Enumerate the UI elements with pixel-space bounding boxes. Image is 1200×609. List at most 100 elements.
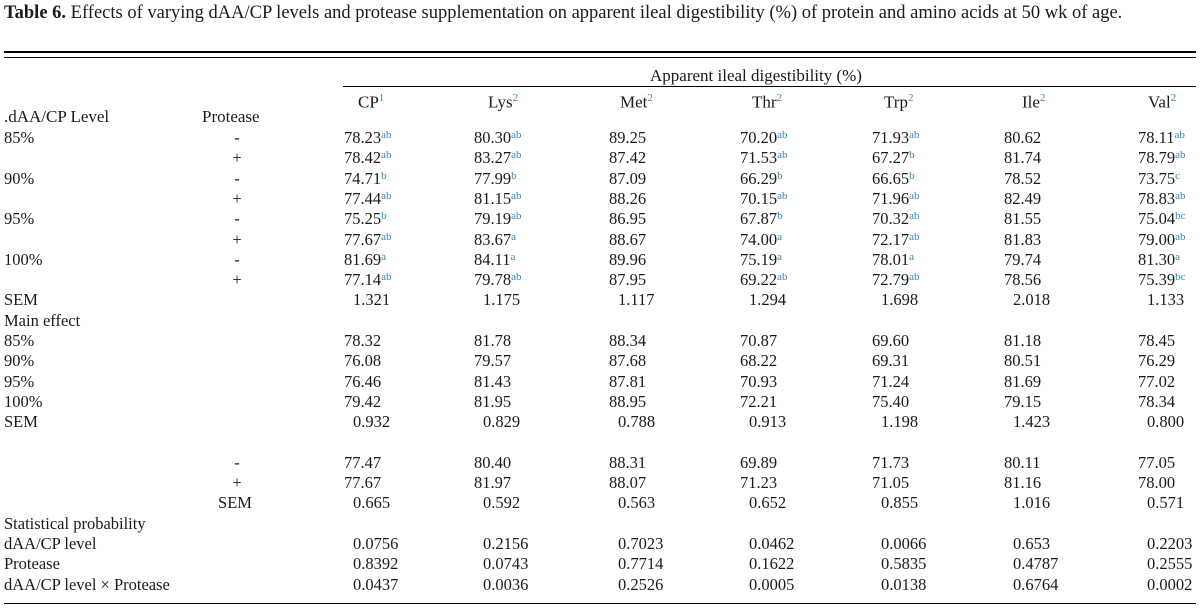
value-number: 88.31 xyxy=(609,452,647,472)
column-header-name: CP xyxy=(358,92,379,112)
value-number: 89.25 xyxy=(609,128,647,147)
value-number: 70.87 xyxy=(740,331,778,350)
significance-letter: ab xyxy=(1174,129,1185,141)
value-cell-trp: 69.60 xyxy=(872,331,909,351)
value-number: 0.1622 xyxy=(749,554,795,574)
value-number: 87.42 xyxy=(609,148,647,168)
value-number: 0.0005 xyxy=(749,574,795,594)
row-label: Main effect xyxy=(4,310,81,330)
value-cell-lys: 79.57 xyxy=(474,351,511,371)
value-cell-lys: 0.0036 xyxy=(474,575,528,595)
value-cell-cp: 78.42ab xyxy=(344,148,392,168)
significance-letter: ab xyxy=(909,129,920,141)
row-label: Statistical probability xyxy=(4,513,146,533)
value-cell-cp: 77.44ab xyxy=(344,189,392,209)
value-number: 1.175 xyxy=(483,290,521,310)
significance-letter: a xyxy=(909,250,915,263)
value-cell-lys: 81.97 xyxy=(474,473,511,493)
significance-letter: b xyxy=(381,169,387,182)
value-number: 0.0066 xyxy=(881,534,927,553)
value-number: 76.29 xyxy=(1138,351,1176,371)
value-cell-val: 75.39bc xyxy=(1138,270,1186,290)
value-cell-thr: 0.1622 xyxy=(740,554,794,574)
significance-letter: b xyxy=(381,210,387,223)
table-row: 85% -78.23ab 80.30ab 89.25 70.20ab 71.93ab 80.… xyxy=(0,128,1200,148)
value-cell-ile: 81.74 xyxy=(1004,148,1041,168)
value-cell-met: 89.25 xyxy=(609,128,646,148)
value-cell-lys: 79.19ab xyxy=(474,209,522,229)
value-number: 79.00 xyxy=(1138,229,1176,249)
value-number: 77.67 xyxy=(344,473,382,493)
value-cell-thr: 0.0462 xyxy=(740,534,794,554)
significance-letter: ab xyxy=(381,129,392,141)
value-cell-lys: 81.78 xyxy=(474,331,511,351)
value-number: 0.653 xyxy=(1013,534,1051,553)
value-number: 66.29 xyxy=(740,168,778,188)
value-number: 87.09 xyxy=(609,168,647,188)
value-cell-met: 0.7714 xyxy=(609,554,663,574)
value-number: 87.81 xyxy=(609,371,647,391)
significance-letter: b xyxy=(777,169,783,182)
value-number: 0.7023 xyxy=(618,534,664,553)
table-row: +78.42ab 83.27ab 87.42 71.53ab 67.27b 81.74 78… xyxy=(0,148,1200,168)
value-cell-trp: 69.31 xyxy=(872,351,909,371)
significance-letter: ab xyxy=(381,189,392,202)
column-header-name: Trp xyxy=(884,92,908,112)
value-number: 0.0002 xyxy=(1147,574,1193,594)
value-number: 77.14 xyxy=(344,270,382,290)
significance-letter: ab xyxy=(511,189,522,202)
value-number: 77.47 xyxy=(344,452,382,472)
value-cell-cp: 76.08 xyxy=(344,351,381,371)
value-cell-trp: 1.698 xyxy=(872,290,918,310)
value-cell-thr: 68.22 xyxy=(740,351,777,371)
value-number: 80.62 xyxy=(1004,128,1042,147)
value-cell-lys: 81.95 xyxy=(474,392,511,412)
value-cell-thr: 66.29b xyxy=(740,169,783,189)
value-number: 79.19 xyxy=(474,209,512,229)
value-cell-lys: 80.40 xyxy=(474,453,511,473)
protease-cell: - xyxy=(234,249,240,269)
value-number: 72.21 xyxy=(740,391,778,411)
value-number: 71.53 xyxy=(740,148,778,168)
value-number: 71.93 xyxy=(872,128,910,147)
value-number: 70.93 xyxy=(740,371,778,391)
header-level-label: .dAA/CP Level xyxy=(4,107,110,126)
value-number: 0.913 xyxy=(749,412,787,432)
protease-cell: + xyxy=(232,229,242,249)
value-cell-cp: 77.67ab xyxy=(344,230,392,250)
value-number: 78.52 xyxy=(1004,168,1042,188)
column-header-lys: Lys2 xyxy=(488,92,518,113)
value-number: 81.55 xyxy=(1004,209,1042,229)
value-cell-cp: 81.69a xyxy=(344,250,386,270)
value-cell-thr: 67.87b xyxy=(740,209,783,229)
value-number: 69.22 xyxy=(740,270,778,290)
value-number: 75.25 xyxy=(344,209,382,229)
value-number: 89.96 xyxy=(609,249,647,269)
value-number: 78.01 xyxy=(872,249,910,269)
protease-cell: + xyxy=(232,188,242,208)
value-cell-cp: 0.932 xyxy=(344,412,390,432)
table-row: +77.44ab 81.15ab 88.26 70.15ab 71.96ab 82.49 7… xyxy=(0,189,1200,209)
value-number: 0.0756 xyxy=(353,534,399,553)
value-cell-lys: 0.829 xyxy=(474,412,520,432)
value-cell-cp: 76.46 xyxy=(344,372,381,392)
value-number: 79.57 xyxy=(474,351,512,371)
row-label: 90% xyxy=(4,168,35,188)
value-number: 71.24 xyxy=(872,371,910,391)
value-number: 0.788 xyxy=(618,412,656,432)
table-row: Protease 0.8392 0.0743 0.7714 0.1622 0.5835 0.… xyxy=(0,554,1200,574)
significance-letter: bc xyxy=(1175,210,1186,223)
value-cell-trp: 0.0138 xyxy=(872,575,926,595)
significance-letter: a xyxy=(1175,250,1181,263)
value-number: 1.698 xyxy=(881,290,919,310)
value-cell-trp: 70.32ab xyxy=(872,209,920,229)
value-number: 1.133 xyxy=(1147,290,1185,310)
value-number: 78.79 xyxy=(1138,148,1176,168)
value-cell-val: 0.2555 xyxy=(1138,554,1192,574)
table-row: 90% 76.08 79.57 87.68 68.22 69.31 80.51 76.29 xyxy=(0,351,1200,371)
value-cell-thr: 70.15ab xyxy=(740,189,788,209)
column-header-val: Val2 xyxy=(1148,92,1176,113)
value-number: 87.95 xyxy=(609,270,647,290)
value-number: 0.7714 xyxy=(618,554,664,574)
significance-letter: ab xyxy=(511,149,522,162)
